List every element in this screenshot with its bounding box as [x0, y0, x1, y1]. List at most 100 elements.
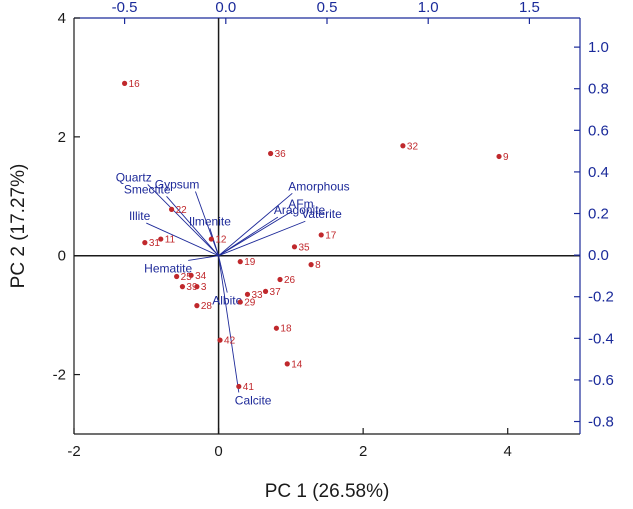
plot-frame	[73, 17, 581, 435]
x-tick-label: 4	[504, 443, 512, 460]
score-point	[291, 244, 298, 250]
y2-tick-label: -0.4	[588, 330, 614, 347]
score-label: 37	[270, 287, 282, 298]
score-label: 41	[243, 382, 255, 393]
score-point	[158, 236, 164, 242]
score-label: 3	[201, 282, 207, 293]
score-label: 26	[284, 275, 296, 286]
score-point	[244, 291, 251, 297]
score-point	[318, 232, 324, 238]
y-axis-title: PC 2 (17.27%)	[8, 164, 29, 289]
score-label: 12	[215, 235, 227, 246]
loading-vector	[218, 255, 240, 393]
loading-vector	[209, 228, 220, 256]
score-label: 35	[298, 242, 310, 253]
score-label: 8	[315, 260, 321, 271]
score-point	[188, 272, 194, 278]
score-label: 17	[325, 230, 337, 241]
score-point	[262, 288, 269, 294]
score-point	[277, 276, 283, 283]
score-point	[168, 206, 175, 212]
loading-vector	[218, 220, 306, 257]
loading-vector	[218, 255, 228, 293]
y-tick-label: 4	[58, 10, 66, 27]
score-point	[122, 80, 128, 86]
score-label: 39	[186, 282, 198, 293]
x-tick-label: 0	[214, 443, 222, 460]
x-tick-label: 2	[359, 443, 367, 460]
loading-label: Smectite	[124, 182, 171, 196]
y2-tick-label: -0.8	[588, 414, 614, 431]
loading-label: Hematite	[144, 261, 192, 275]
score-point	[174, 273, 180, 280]
score-label: 9	[503, 152, 509, 163]
x2-tick-label: 1.5	[519, 0, 540, 16]
loading-label: Albite	[212, 294, 242, 308]
loading-label: Aragonite	[274, 203, 326, 217]
loading-vector	[218, 192, 293, 257]
axis-ticks: -2 0 2 4 -2 0 2 4 -0.5 0.0 0.5 1.0 1.5 1.0 0.8 0.6 0.4 0.…	[53, 0, 614, 460]
loading-vector	[218, 216, 279, 257]
y2-tick-label: 0.2	[588, 206, 609, 223]
score-point	[194, 303, 200, 309]
y2-tick-label: 0.8	[588, 81, 609, 98]
score-point	[268, 150, 274, 157]
score-point	[237, 259, 243, 265]
y2-tick-label: -0.6	[588, 372, 614, 389]
x-tick-label: -2	[67, 443, 80, 460]
loading-vector	[146, 222, 219, 257]
y2-tick-label: 0.6	[588, 122, 609, 139]
score-label: 31	[149, 238, 161, 249]
loading-label: Illite	[129, 209, 151, 223]
score-label: 25	[181, 272, 193, 283]
score-label: 42	[224, 336, 236, 347]
loading-vector	[166, 195, 219, 257]
x2-tick-label: 1.0	[418, 0, 439, 16]
score-label: 22	[176, 205, 188, 216]
score-point	[217, 337, 223, 343]
loading-label: AFm	[288, 197, 313, 211]
score-point	[284, 361, 290, 367]
score-point	[194, 284, 200, 290]
x-axis-title: PC 1 (26.58%)	[265, 481, 390, 502]
score-point	[237, 299, 243, 305]
loading-label: Vaterite	[301, 207, 342, 221]
y-tick-label: -2	[53, 367, 66, 384]
loading-vector	[147, 184, 219, 257]
score-label: 16	[129, 79, 141, 90]
loading-label: Quartz	[116, 170, 152, 184]
score-label: 32	[407, 141, 419, 152]
score-label: 28	[201, 301, 213, 312]
y2-tick-label: -0.2	[588, 289, 614, 306]
loading-vector	[218, 210, 293, 257]
x2-tick-label: -0.5	[112, 0, 138, 16]
y2-tick-label: 0.4	[588, 164, 609, 181]
x2-tick-label: 0.5	[317, 0, 338, 16]
score-label: 18	[280, 324, 292, 335]
loading-label: Ilmenite	[189, 214, 231, 228]
loading-label: Calcite	[235, 393, 272, 407]
score-point	[273, 325, 279, 331]
loading-label: Gypsum	[155, 178, 200, 192]
score-label: 14	[291, 359, 303, 370]
y-tick-label: 2	[58, 129, 66, 146]
score-point	[236, 383, 242, 390]
score-label: 29	[244, 298, 256, 309]
score-point	[400, 143, 406, 149]
y-tick-label: 0	[58, 248, 66, 265]
score-point	[308, 262, 314, 268]
score-point	[208, 236, 214, 242]
score-point	[496, 153, 502, 160]
score-label: 34	[195, 271, 207, 282]
x2-tick-label: 0.0	[215, 0, 236, 16]
score-label: 36	[275, 149, 287, 160]
y2-tick-label: 0.0	[588, 247, 609, 264]
score-point	[142, 240, 148, 246]
score-point	[179, 284, 186, 290]
y2-tick-label: 1.0	[588, 39, 609, 56]
score-label: 19	[244, 257, 256, 268]
score-label: 11	[165, 235, 176, 246]
